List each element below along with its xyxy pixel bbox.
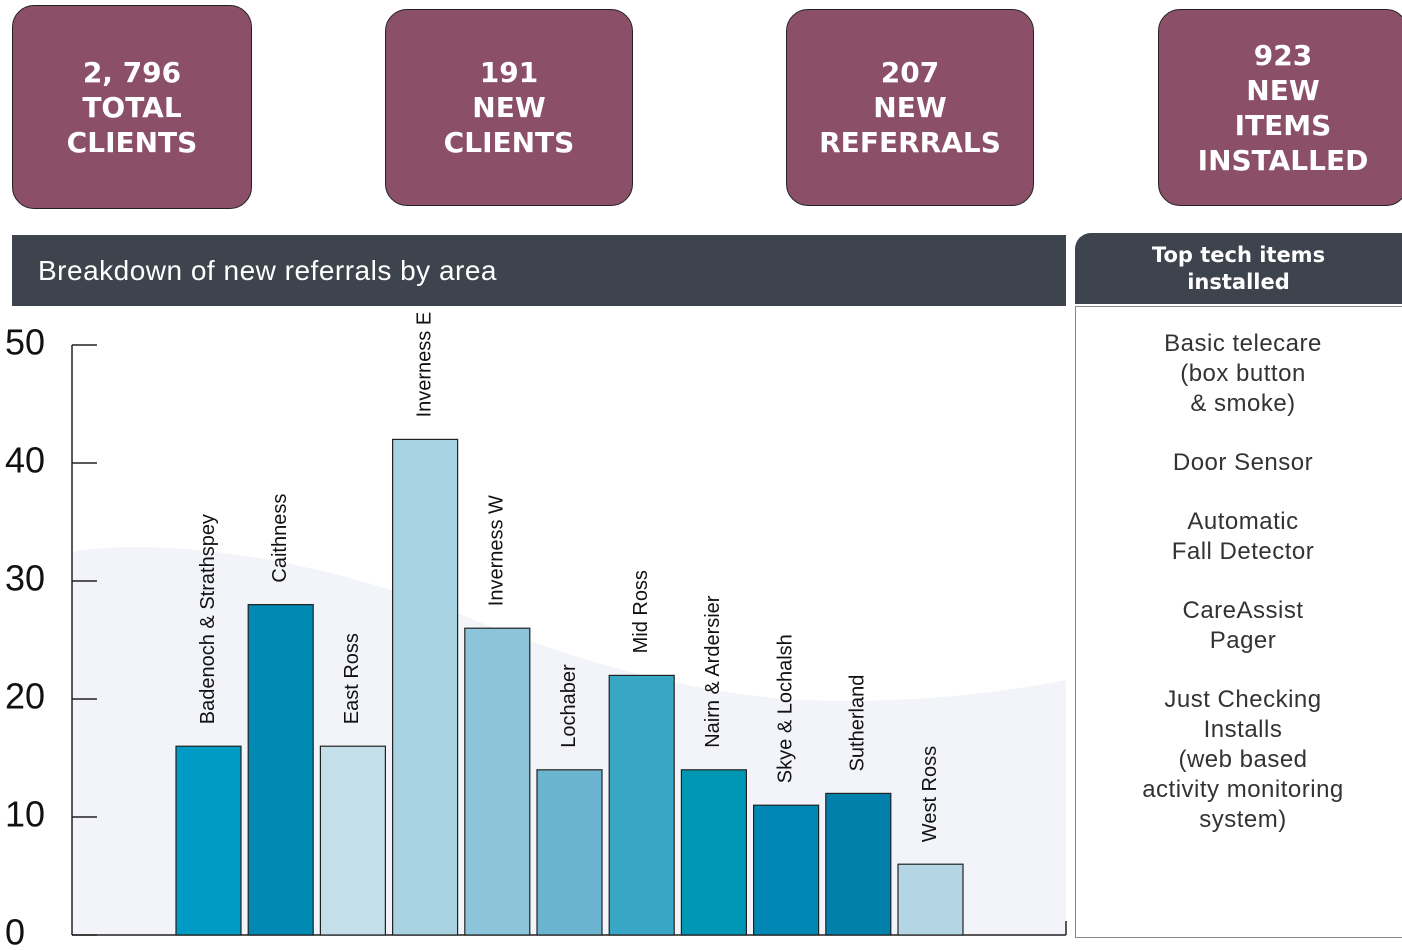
side-panel: Basic telecare (box button & smoke) Door Se… <box>1075 306 1402 938</box>
x-tick-label: Inverness E <box>413 312 435 418</box>
item-line: Basic telecare <box>1164 330 1322 357</box>
item-line: (web based <box>1178 746 1308 773</box>
item-line: activity monitoring <box>1142 776 1344 803</box>
card-line: 191 <box>479 56 539 89</box>
tech-item: Door Sensor <box>1076 448 1402 478</box>
x-tick-label: Lochaber <box>558 664 580 748</box>
item-line: system) <box>1199 806 1287 833</box>
x-tick-label: Caithness <box>269 494 291 583</box>
y-tick-label: 30 <box>5 558 45 599</box>
card-line: 2, 796 <box>82 55 182 89</box>
x-tick-label: Mid Ross <box>630 570 652 653</box>
x-tick-label: Inverness W <box>486 495 508 606</box>
bar <box>464 627 531 936</box>
y-tick-label: 50 <box>5 322 45 363</box>
bar <box>752 804 820 936</box>
bar <box>247 603 314 936</box>
y-tick-label: 40 <box>5 440 45 481</box>
y-tick-label: 20 <box>5 676 45 717</box>
stat-card: 923 NEW ITEMS INSTALLED <box>1158 9 1402 206</box>
bar <box>608 674 675 936</box>
bar <box>825 792 892 936</box>
chart-title: Breakdown of new referrals by area <box>12 235 1066 306</box>
tech-item: Automatic Fall Detector <box>1076 507 1402 567</box>
bar <box>897 863 964 936</box>
card-line: REFERRALS <box>819 126 1001 159</box>
card-line: CLIENTS <box>66 125 198 159</box>
x-tick-label: Skye & Lochalsh <box>774 634 796 783</box>
stat-card: 207 NEW REFERRALS <box>786 9 1034 206</box>
y-tick-label: 0 <box>5 912 25 950</box>
bar <box>392 438 459 936</box>
card-line: NEW <box>472 91 546 124</box>
y-tick-label: 10 <box>5 794 45 835</box>
card-line: 207 <box>880 56 940 89</box>
item-line: Door Sensor <box>1172 449 1314 476</box>
x-tick-label: Nairn & Ardersier <box>702 595 724 748</box>
card-line: TOTAL <box>82 90 182 124</box>
tech-item: Just Checking Installs (web based activity … <box>1076 685 1402 835</box>
card-line: NEW <box>873 91 947 124</box>
tech-item: Basic telecare (box button & smoke) <box>1076 329 1402 419</box>
stat-card: 191 NEW CLIENTS <box>385 9 633 206</box>
card-line: CLIENTS <box>443 126 575 159</box>
item-line: Automatic <box>1187 508 1299 535</box>
bar <box>680 769 748 936</box>
side-panel-title: Top tech items installed <box>1075 233 1402 304</box>
item-line: & smoke) <box>1190 390 1296 417</box>
x-tick-label: Badenoch & Strathspey <box>197 514 219 724</box>
item-line: Installs <box>1203 716 1283 743</box>
tech-item: CareAssist Pager <box>1076 596 1402 656</box>
x-tick-label: West Ross <box>919 746 941 842</box>
chart: 0 10 20 30 40 50 Badenoch & Strathspey Caithnes… <box>5 312 1067 950</box>
card-line: INSTALLED <box>1197 143 1369 177</box>
item-line: CareAssist <box>1182 597 1304 624</box>
item-line: Fall Detector <box>1171 538 1315 565</box>
x-tick-label: East Ross <box>341 633 363 724</box>
bar <box>175 745 242 936</box>
x-tick-label: Sutherland <box>847 675 869 772</box>
bar <box>319 745 386 936</box>
stat-card: 2, 796 TOTAL CLIENTS <box>12 5 252 209</box>
bar <box>536 769 603 936</box>
item-line: (box button <box>1180 360 1306 387</box>
card-line: 923 <box>1253 38 1313 72</box>
item-line: Just Checking <box>1164 686 1322 713</box>
item-line: Pager <box>1209 627 1277 654</box>
card-line: NEW <box>1246 73 1320 107</box>
card-line: ITEMS <box>1234 108 1332 142</box>
